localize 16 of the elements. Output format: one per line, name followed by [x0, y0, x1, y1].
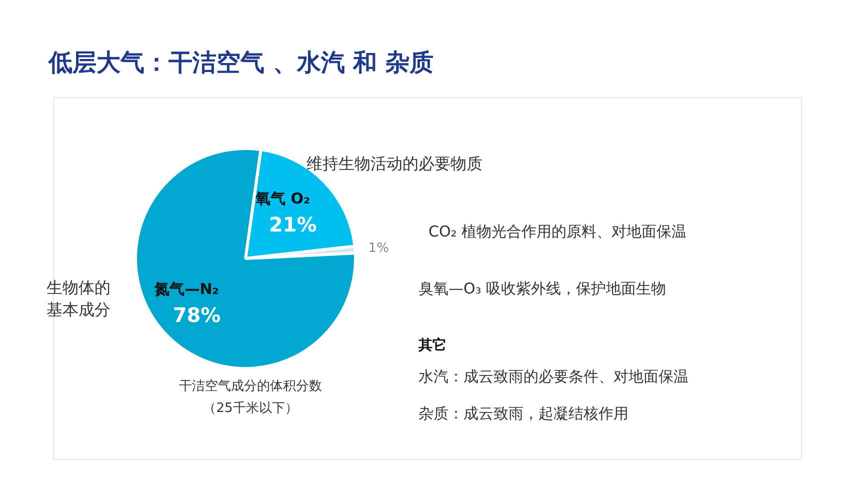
data-label: 1% — [368, 241, 389, 256]
text: 臭氧—O₃ 吸收紫外线，保护地面生物 — [418, 280, 666, 298]
chart-title: 低层大气：干洁空气 、水汽 和 杂质 — [48, 48, 434, 76]
text: CO₂ 植物光合作用的原料、对地面保温 — [428, 222, 687, 240]
text: 水汽：成云致雨的必要条件、对地面保温 — [418, 368, 688, 386]
text: 干洁空气成分的体积分数 — [179, 379, 322, 394]
text: 杂质：成云致雨，起凝结核作用 — [418, 404, 628, 422]
text: 生物体的 — [46, 278, 110, 297]
text: 基本成分 — [46, 300, 110, 319]
data-label: 21% — [268, 212, 317, 236]
text: 维持生物活动的必要物质 — [306, 154, 482, 173]
slice-label: 氮气—N₂ — [154, 280, 219, 298]
text: （25千米以下） — [203, 401, 298, 416]
text: 其它 — [418, 336, 446, 354]
slice-label: 氧气 O₂ — [254, 189, 310, 208]
data-label: 78% — [172, 303, 221, 328]
